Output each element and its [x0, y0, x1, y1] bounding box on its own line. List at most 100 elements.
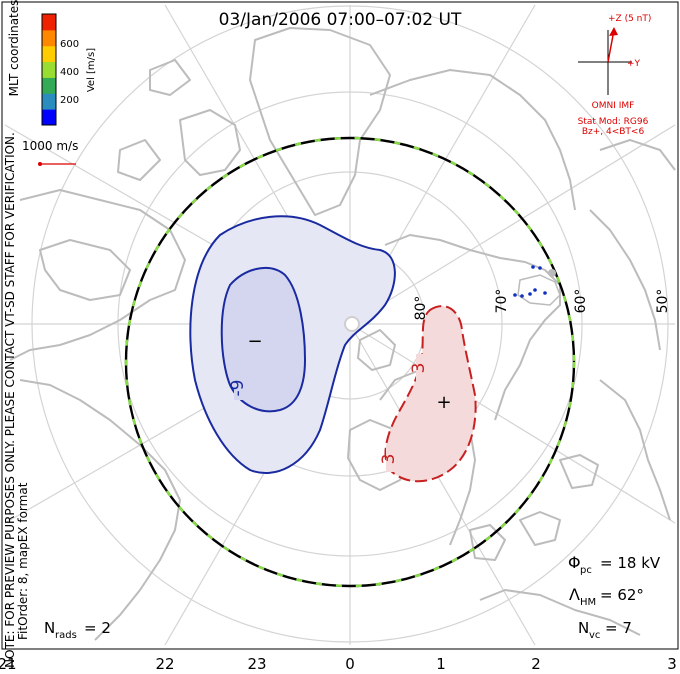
coastline-bering — [599, 139, 676, 171]
phi-pc-symbol: Φ — [568, 553, 581, 572]
vector-point — [528, 292, 532, 296]
plot-frame — [1, 1, 679, 650]
latitude-label-50: 50° — [655, 289, 671, 314]
coastline-islands-1 — [519, 511, 561, 546]
colorbar-cell — [42, 77, 56, 94]
imf-vector-arrowhead — [609, 27, 618, 36]
reference-vector: 1000 m/s — [22, 139, 78, 166]
lambda-hm-symbol: Λ — [569, 585, 580, 604]
mlt-label-1: 1 — [436, 655, 446, 673]
n-vc-value: = 7 — [605, 619, 632, 637]
latitude-label-60: 60° — [573, 289, 589, 314]
velocity-colorbar: 200 400 600 Vel [m/s] — [41, 13, 97, 126]
vector-point — [531, 265, 535, 269]
imf-condition: Bz+, 4<BT<6 — [582, 127, 645, 137]
colorbar-cell — [42, 45, 56, 63]
coastline-far-east — [479, 589, 641, 636]
mlt-label-3: 3 — [667, 655, 677, 673]
latitude-circle-60 — [117, 91, 583, 557]
vector-point — [538, 266, 542, 270]
phi-pc-subscript: pc — [580, 565, 592, 576]
positive-contour-label-b: 3 — [379, 454, 399, 465]
stat-phi-pc: Φ pc = 18 kV — [568, 553, 661, 576]
positive-contour-label-bg-b — [386, 446, 402, 472]
radar-site — [548, 269, 556, 277]
n-rads-subscript: rads — [55, 630, 77, 641]
stat-n-rads: N rads = 2 — [44, 619, 111, 641]
pole-marker — [344, 316, 360, 332]
colorbar-cell — [42, 61, 56, 78]
radar-footprint — [517, 274, 561, 306]
mlt-label-23: 23 — [247, 655, 266, 673]
n-rads-symbol: N — [44, 619, 55, 637]
colorbar-cell — [42, 29, 56, 47]
coastline-east-asia — [599, 379, 671, 521]
latitude-label-80: 80° — [413, 296, 429, 321]
phi-pc-value: = 18 kV — [600, 554, 661, 572]
colorbar-cell — [42, 14, 56, 31]
meridian-line — [349, 124, 676, 325]
negative-contour-label: -9 — [228, 380, 248, 397]
colorbar-cell — [42, 93, 56, 110]
positive-contour-label-a: 3 — [409, 363, 429, 374]
stat-n-vc: N vc = 7 — [578, 619, 632, 641]
reference-vector-label: 1000 m/s — [22, 139, 78, 153]
meridian-line — [349, 323, 536, 646]
coastline-svalbard — [357, 329, 396, 371]
positive-cell — [384, 305, 477, 483]
imf-y-label: +Y — [627, 59, 641, 69]
imf-source: OMNI IMF — [592, 101, 635, 111]
vector-point — [543, 291, 547, 295]
imf-stat-model: Stat Mod: RG96 — [578, 117, 649, 127]
imf-z-label: +Z (5 nT) — [608, 14, 651, 24]
velocity-vectors — [513, 265, 547, 298]
mlt-label-2: 2 — [531, 655, 541, 673]
colorbar-cell — [42, 109, 56, 126]
preview-note: NOTE: FOR PREVIEW PURPOSES ONLY. PLEASE … — [3, 132, 17, 668]
stat-lambda-hm: Λ HM = 62° — [569, 585, 644, 608]
latitude-circle-50 — [31, 5, 669, 643]
potential-maximum-marker: + — [436, 392, 451, 413]
vector-point — [520, 294, 524, 298]
negative-contour-label-bg — [234, 376, 250, 400]
coastline-north-america — [9, 189, 186, 361]
imf-clock: +Z (5 nT) +Y OMNI IMF Stat Mod: RG96 Bz+… — [578, 14, 652, 137]
coastline-canada-arctic — [117, 59, 241, 181]
coastline-pacific-islands — [469, 524, 506, 561]
coastline-greenland — [249, 27, 391, 216]
mlt-label-21: 21 — [0, 655, 17, 673]
n-vc-subscript: vc — [589, 630, 600, 641]
coastlines — [9, 27, 676, 641]
potential-minimum-marker: − — [247, 331, 262, 352]
mlt-label-0: 0 — [345, 655, 355, 673]
coordinates-label: MLT coordinates — [7, 0, 21, 96]
colorbar-label: Vel [m/s] — [86, 48, 97, 92]
vector-point — [513, 293, 517, 297]
coastline-siberia — [384, 234, 561, 421]
mlt-label-22: 22 — [155, 655, 174, 673]
fit-order-info: FitOrder: 8, mapEX format — [16, 482, 30, 640]
vector-point — [533, 288, 537, 292]
mlt-axis: 21 22 23 0 1 2 3 — [0, 655, 677, 673]
coastline-eurasia-north — [369, 69, 576, 211]
negative-cell-inner — [220, 267, 307, 413]
coastline-eurasia-east — [589, 209, 661, 351]
coastline-islands-2 — [559, 454, 599, 489]
lambda-hm-subscript: HM — [580, 597, 596, 608]
colorbar-frame — [41, 13, 57, 126]
colorbar-tick-200: 200 — [60, 95, 79, 106]
n-rads-value: = 2 — [84, 619, 111, 637]
positive-contour-label-bg-a — [416, 354, 432, 382]
heppner-maynard-boundary-dash — [124, 136, 576, 588]
coastline-hudson — [39, 239, 131, 301]
colorbar-tick-400: 400 — [60, 67, 79, 78]
map-area — [4, 4, 676, 646]
lambda-hm-value: = 62° — [600, 586, 644, 604]
colorbar-tick-600: 600 — [60, 39, 79, 50]
n-vc-symbol: N — [578, 619, 589, 637]
coastline-labrador — [19, 379, 181, 641]
coastline-scandinavia — [347, 419, 411, 491]
map-title: 03/Jan/2006 07:00–07:02 UT — [219, 10, 462, 30]
latitude-label-70: 70° — [494, 289, 510, 314]
